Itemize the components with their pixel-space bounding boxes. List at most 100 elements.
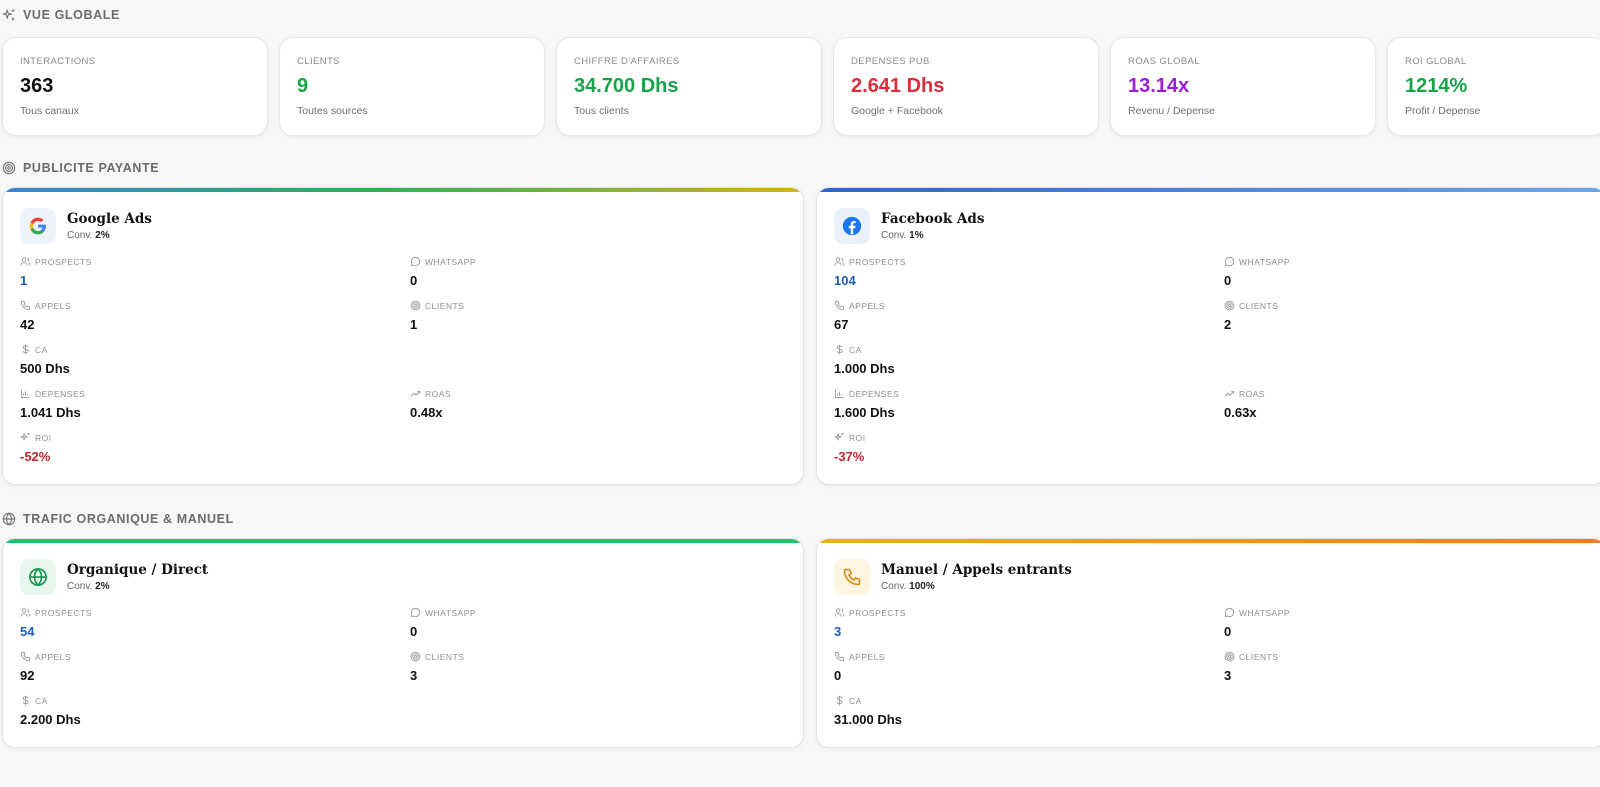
ca-value: 31.000 Dhs <box>834 712 902 727</box>
chat-bubble-icon <box>1224 607 1235 618</box>
globe-icon <box>2 512 16 526</box>
whatsapp-value: 0 <box>410 273 418 288</box>
ca-label: CA <box>849 695 862 706</box>
target-icon <box>1224 651 1235 662</box>
conversion-rate: Conv. 1% <box>881 230 984 241</box>
metric-label: WHATSAPP <box>1224 607 1600 618</box>
organic-title-text: TRAFIC ORGANIQUE & MANUEL <box>23 512 234 526</box>
prospects-label: PROSPECTS <box>35 607 92 618</box>
metric-ca: CA 1.000 Dhs <box>834 344 1224 377</box>
metrics-grid: PROSPECTS 3 WHATSAPP 0 APPELS 0 CLIENTS … <box>817 595 1600 728</box>
kpi-value: 2.641 Dhs <box>851 75 945 97</box>
metric-label: APPELS <box>834 651 1224 662</box>
users-icon <box>834 257 845 266</box>
clients-label: CLIENTS <box>1239 300 1279 311</box>
metric-roi: ROI -52% <box>20 432 410 465</box>
overview-title-text: VUE GLOBALE <box>23 8 120 22</box>
conv-value: 2% <box>95 581 110 592</box>
kpi-label: DEPENSES PUB <box>851 56 930 67</box>
manual-accent-bar <box>817 539 1600 543</box>
metric-label: CA <box>834 695 1224 706</box>
dollar-icon <box>836 344 843 355</box>
metric-label: APPELS <box>834 300 1224 311</box>
kpi-sub: Google + Facebook <box>851 105 943 117</box>
bar-chart-icon <box>834 389 844 399</box>
phone-icon <box>20 651 31 662</box>
bar-chart-icon <box>20 389 30 399</box>
metric-label: DEPENSES <box>834 388 1224 399</box>
metric-roas: ROAS 0.63x <box>1224 388 1600 421</box>
appels-value: 67 <box>834 317 849 332</box>
chat-bubble-icon <box>410 256 421 267</box>
whatsapp-value: 0 <box>1224 624 1232 639</box>
metric-whatsapp: WHATSAPP 0 <box>1224 256 1600 289</box>
prospects-value: 3 <box>834 624 842 639</box>
phone-icon <box>20 300 31 311</box>
kpi-sub: Toutes sources <box>297 105 368 117</box>
metrics-grid: PROSPECTS 54 WHATSAPP 0 APPELS 92 CLIENT… <box>3 595 803 728</box>
direct-accent-bar <box>3 539 803 543</box>
conv-label: Conv. <box>67 581 93 592</box>
metric-label: ROAS <box>410 388 803 399</box>
target-icon <box>2 161 16 175</box>
metric-appels: APPELS 92 <box>20 651 410 684</box>
chat-bubble-icon <box>1224 256 1235 267</box>
roas-value: 0.63x <box>1224 405 1257 420</box>
ca-value: 1.000 Dhs <box>834 361 895 376</box>
metric-label: PROSPECTS <box>20 607 410 618</box>
roi-label: ROI <box>849 432 866 443</box>
kpi-sub: Profit / Depense <box>1405 105 1481 117</box>
ca-label: CA <box>849 344 862 355</box>
metric-label: APPELS <box>20 651 410 662</box>
kpi-value: 13.14x <box>1128 75 1190 97</box>
clients-value: 3 <box>1224 668 1232 683</box>
metric-appels: APPELS 42 <box>20 300 410 333</box>
roas-value: 0.48x <box>410 405 443 420</box>
kpi-value: 1214% <box>1405 75 1468 97</box>
metric-label: WHATSAPP <box>1224 256 1600 267</box>
trending-up-icon <box>1224 390 1235 397</box>
globe-icon <box>29 567 47 587</box>
conversion-rate: Conv. 2% <box>67 581 208 592</box>
appels-value: 92 <box>20 668 35 683</box>
kpi-card-revenue: CHIFFRE D'AFFAIRES 34.700 Dhs Tous clien… <box>556 37 822 136</box>
conv-label: Conv. <box>67 230 93 241</box>
metric-label: CLIENTS <box>410 300 803 311</box>
kpi-sub: Tous clients <box>574 105 629 117</box>
whatsapp-label: WHATSAPP <box>1239 607 1291 618</box>
depenses-label: DEPENSES <box>849 388 900 399</box>
kpi-sub: Tous canaux <box>20 105 79 117</box>
target-icon <box>410 300 421 311</box>
roi-value: -37% <box>834 449 865 464</box>
chat-bubble-icon <box>410 607 421 618</box>
metric-depenses: DEPENSES 1.600 Dhs <box>834 388 1224 421</box>
metric-label: PROSPECTS <box>834 256 1224 267</box>
metric-label: CLIENTS <box>1224 651 1600 662</box>
metric-clients: CLIENTS 3 <box>410 651 803 684</box>
ca-value: 500 Dhs <box>20 361 70 376</box>
card-header: Google Ads Conv. 2% <box>3 192 803 244</box>
prospects-value: 54 <box>20 624 35 639</box>
kpi-label: CHIFFRE D'AFFAIRES <box>574 56 680 67</box>
metric-label: CA <box>834 344 1224 355</box>
trending-up-icon <box>410 390 421 397</box>
appels-label: APPELS <box>849 651 886 662</box>
metric-roas: ROAS 0.48x <box>410 388 803 421</box>
kpi-value: 34.700 Dhs <box>574 75 679 97</box>
clients-value: 3 <box>410 668 418 683</box>
appels-value: 0 <box>834 668 842 683</box>
kpi-card-roi: ROI GLOBAL 1214% Profit / Depense <box>1387 37 1600 136</box>
google-accent-bar <box>3 188 803 192</box>
facebook-logo-tile <box>834 208 870 244</box>
facebook-accent-bar <box>817 188 1600 192</box>
metric-label: PROSPECTS <box>834 607 1224 618</box>
roi-value: -52% <box>20 449 51 464</box>
metric-clients: CLIENTS 3 <box>1224 651 1600 684</box>
metric-empty <box>410 344 803 377</box>
card-header: Manuel / Appels entrants Conv. 100% <box>817 543 1600 595</box>
whatsapp-value: 0 <box>410 624 418 639</box>
users-icon <box>834 608 845 617</box>
kpi-card-clients: CLIENTS 9 Toutes sources <box>279 37 545 136</box>
overview-section-title: VUE GLOBALE <box>2 8 120 22</box>
metrics-grid: PROSPECTS 1 WHATSAPP 0 APPELS 42 CLIENTS… <box>3 244 803 465</box>
